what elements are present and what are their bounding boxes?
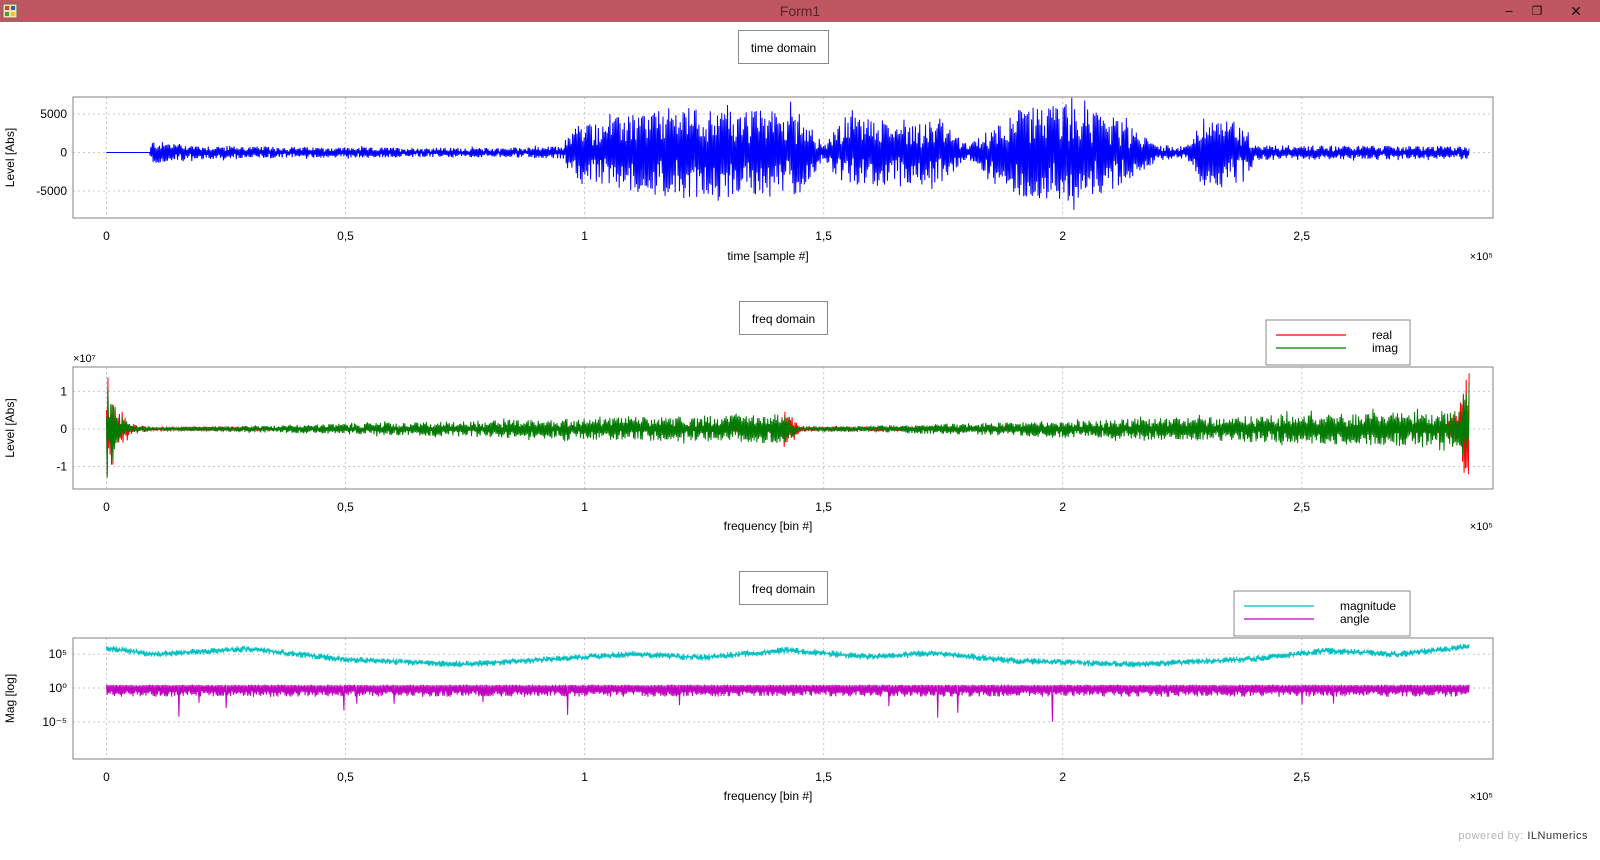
x-axis-label: frequency [bin #]	[724, 519, 813, 533]
legend-label-real: real	[1372, 328, 1392, 342]
y-exponent-label: ×10⁷	[73, 353, 96, 365]
minimize-button[interactable]: –	[1505, 3, 1513, 18]
x-tick-label: 2,5	[1293, 500, 1310, 514]
x-tick-label: 2,5	[1293, 229, 1310, 243]
y-axis-label: Level [Abs]	[3, 398, 17, 457]
x-tick-label: 1	[581, 770, 588, 784]
x-tick-label: 0,5	[337, 770, 354, 784]
maximize-button[interactable]: ❐	[1531, 4, 1543, 18]
x-tick-label: 2,5	[1293, 770, 1310, 784]
plot-border	[72, 96, 1494, 219]
x-tick-label: 0,5	[337, 229, 354, 243]
x-tick-label: 1,5	[815, 229, 832, 243]
y-tick-label: 1	[60, 384, 67, 398]
x-tick-label: 0,5	[337, 500, 354, 514]
powered-by-label: powered by:	[1458, 830, 1524, 842]
chart3-title: freq domain	[751, 582, 816, 596]
y-tick-label: -5000	[36, 184, 67, 198]
plot-border	[72, 637, 1494, 760]
legend-label-magnitude: magnitude	[1340, 599, 1396, 613]
x-tick-label: 0	[103, 229, 110, 243]
y-tick-label: 10⁵	[49, 647, 67, 661]
series-line-angle	[106, 684, 1470, 722]
y-axis-label: Level [Abs]	[3, 128, 17, 187]
y-tick-label: 10⁻⁵	[42, 715, 67, 729]
x-tick-label: 2	[1059, 229, 1066, 243]
series-line-magnitude	[106, 644, 1470, 668]
x-tick-label: 0	[103, 500, 110, 514]
chart-2[interactable]: 0 0,5 1 1,5 2 2,5 1 0 -1 frequency [bin #] ×10⁵ ×10…	[3, 319, 1494, 533]
chart-3[interactable]: 0 0,5 1 1,5 2 2,5 10⁵ 10⁰ 10⁻⁵ frequency [bin #] ×…	[3, 590, 1494, 803]
x-tick-label: 1	[581, 229, 588, 243]
chart2-title-box: freq domain	[739, 301, 828, 335]
y-tick-label: -1	[56, 459, 67, 473]
series-line-imag	[106, 383, 1470, 478]
chart3-title-box: freq domain	[739, 571, 828, 605]
y-tick-label: 5000	[40, 107, 67, 121]
y-tick-label: 0	[60, 145, 67, 159]
x-axis-label: time [sample #]	[727, 249, 808, 263]
close-button[interactable]: ✕	[1570, 3, 1582, 19]
x-tick-label: 1,5	[815, 500, 832, 514]
app-icon[interactable]	[2, 3, 18, 19]
x-tick-label: 1,5	[815, 770, 832, 784]
x-tick-label: 2	[1059, 500, 1066, 514]
powered-by-brand: ILNumerics	[1527, 830, 1588, 842]
x-axis-label: frequency [bin #]	[724, 789, 813, 803]
x-tick-label: 0	[103, 770, 110, 784]
x-exponent-label: ×10⁵	[1470, 251, 1493, 263]
chart-1[interactable]: 0 0,5 1 1,5 2 2,5 5000 0 -5000 time [sample #] ×10…	[3, 96, 1494, 263]
legend-label-angle: angle	[1340, 612, 1370, 626]
title-bar: Form1 – ❐ ✕	[0, 0, 1600, 22]
chart1-title-box: time domain	[738, 30, 829, 64]
chart2-title: freq domain	[751, 312, 816, 326]
x-exponent-label: ×10⁵	[1470, 791, 1493, 803]
x-tick-label: 2	[1059, 770, 1066, 784]
series-line-chart1	[106, 97, 1470, 210]
legend-box	[1233, 590, 1411, 637]
x-exponent-label: ×10⁵	[1470, 521, 1493, 533]
x-tick-label: 1	[581, 500, 588, 514]
legend-box	[1265, 319, 1411, 366]
y-axis-label: Mag [log]	[3, 674, 17, 723]
window-title: Form1	[779, 3, 821, 19]
plot-border	[72, 366, 1494, 490]
legend-label-imag: imag	[1372, 341, 1398, 355]
chart1-title: time domain	[750, 41, 817, 55]
powered-by-footer: powered by: ILNumerics	[1458, 830, 1588, 842]
y-tick-label: 0	[60, 422, 67, 436]
y-tick-label: 10⁰	[49, 681, 67, 695]
